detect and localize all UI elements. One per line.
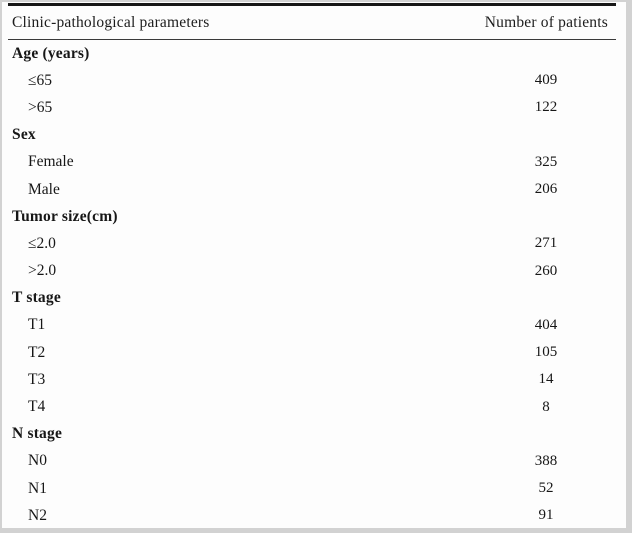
section-row-label: N stage bbox=[12, 425, 63, 443]
table-clinic-pathological: Clinic-pathological parameters Number of… bbox=[2, 3, 626, 528]
table-row-value: 105 bbox=[534, 344, 558, 361]
section-row: T stage bbox=[8, 285, 616, 312]
table-row-label: Male bbox=[28, 180, 60, 198]
table-row: Male 206 bbox=[8, 176, 616, 203]
table-row-value: 388 bbox=[534, 452, 558, 469]
table-row-label: N1 bbox=[28, 479, 47, 497]
section-row-label: Tumor size(cm) bbox=[12, 207, 118, 225]
table-row-value: 14 bbox=[538, 371, 554, 388]
table-row-value: 206 bbox=[534, 181, 558, 198]
table-row: N1 52 bbox=[8, 475, 616, 502]
table-row: Female 325 bbox=[8, 149, 616, 176]
table-row-label: >65 bbox=[28, 98, 53, 116]
table-row: >65 122 bbox=[8, 94, 616, 121]
table-row-value: 122 bbox=[534, 99, 558, 116]
table-row-value: 8 bbox=[542, 398, 550, 415]
table-row: ≤2.0 271 bbox=[8, 230, 616, 257]
table-row-label: T1 bbox=[28, 316, 46, 334]
table-row: N2 91 bbox=[8, 502, 616, 528]
table-row-label: ≤2.0 bbox=[28, 234, 56, 252]
section-row: Age (years) bbox=[8, 40, 616, 67]
table-row: T4 8 bbox=[8, 393, 616, 420]
table-row: T3 14 bbox=[8, 366, 616, 393]
section-row: Tumor size(cm) bbox=[8, 203, 616, 230]
column-header-parameters: Clinic-pathological parameters bbox=[12, 13, 210, 31]
table-row: N0 388 bbox=[8, 448, 616, 475]
table-row: >2.0 260 bbox=[8, 258, 616, 285]
table-body: Age (years) ≤65 409 >65 122 Sex Female 325 Male 2… bbox=[8, 40, 616, 528]
table-row-label: Female bbox=[28, 153, 74, 171]
table-row: T2 105 bbox=[8, 339, 616, 366]
table-row-value: 409 bbox=[534, 72, 558, 89]
section-row-label: Age (years) bbox=[12, 44, 90, 62]
table-row-label: T2 bbox=[28, 343, 46, 361]
table-row-label: N2 bbox=[28, 506, 47, 524]
table-row: T1 404 bbox=[8, 312, 616, 339]
table-header-row: Clinic-pathological parameters Number of… bbox=[8, 6, 616, 39]
table-row-value: 91 bbox=[538, 507, 554, 524]
table-row-label: N0 bbox=[28, 452, 47, 470]
table-row-value: 260 bbox=[534, 262, 558, 279]
section-row-label: T stage bbox=[12, 289, 61, 307]
table-header-rule bbox=[8, 39, 616, 40]
table-row-label: ≤65 bbox=[28, 71, 53, 89]
table-row-value: 52 bbox=[538, 480, 554, 497]
table-row-label: T4 bbox=[28, 398, 46, 416]
table-top-rule bbox=[8, 3, 616, 6]
table-row-value: 271 bbox=[534, 235, 558, 252]
table-row-value: 404 bbox=[534, 316, 558, 333]
table-row-label: >2.0 bbox=[28, 262, 57, 280]
table-row-label: T3 bbox=[28, 370, 46, 388]
section-row: N stage bbox=[8, 421, 616, 448]
column-header-number-of-patients: Number of patients bbox=[484, 13, 608, 31]
table-row: ≤65 409 bbox=[8, 67, 616, 94]
section-row-label: Sex bbox=[12, 126, 36, 144]
table-row-value: 325 bbox=[534, 153, 558, 170]
section-row: Sex bbox=[8, 122, 616, 149]
